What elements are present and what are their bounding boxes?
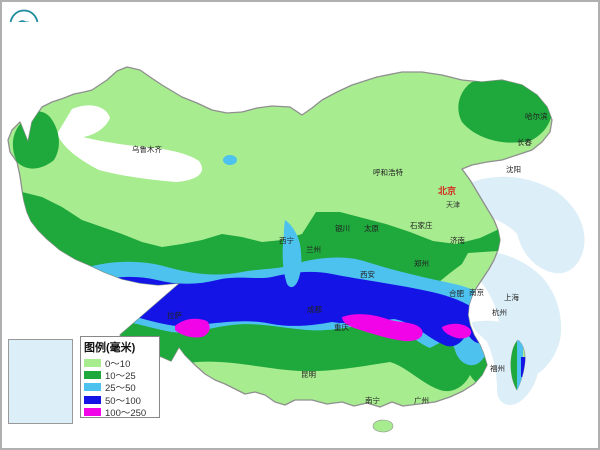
svg-text:长春: 长春: [517, 137, 532, 147]
svg-text:呼和浩特: 呼和浩特: [373, 167, 403, 177]
svg-text:兰州: 兰州: [306, 244, 321, 254]
svg-text:济南: 济南: [450, 235, 465, 245]
svg-text:银川: 银川: [335, 224, 350, 233]
svg-text:石家庄: 石家庄: [410, 220, 433, 230]
svg-text:广州: 广州: [414, 395, 429, 405]
svg-text:合肥: 合肥: [449, 288, 464, 298]
svg-text:拉萨: 拉萨: [167, 310, 182, 320]
svg-text:重庆: 重庆: [334, 322, 349, 332]
svg-text:乌鲁木齐: 乌鲁木齐: [132, 144, 162, 154]
svg-text:南京: 南京: [469, 287, 484, 297]
svg-text:西宁: 西宁: [279, 235, 294, 245]
svg-text:郑州: 郑州: [414, 258, 429, 268]
svg-text:哈尔滨: 哈尔滨: [525, 111, 548, 121]
svg-text:昆明: 昆明: [301, 370, 316, 379]
svg-text:成都: 成都: [307, 304, 322, 314]
svg-text:杭州: 杭州: [492, 307, 507, 317]
svg-text:西安: 西安: [360, 269, 375, 279]
svg-text:沈阳: 沈阳: [506, 164, 521, 174]
svg-text:福州: 福州: [490, 364, 505, 373]
svg-text:北京: 北京: [438, 185, 456, 196]
svg-text:上海: 上海: [504, 292, 519, 302]
svg-text:南宁: 南宁: [365, 395, 380, 405]
svg-text:太原: 太原: [364, 223, 379, 233]
svg-text:天津: 天津: [446, 201, 460, 209]
